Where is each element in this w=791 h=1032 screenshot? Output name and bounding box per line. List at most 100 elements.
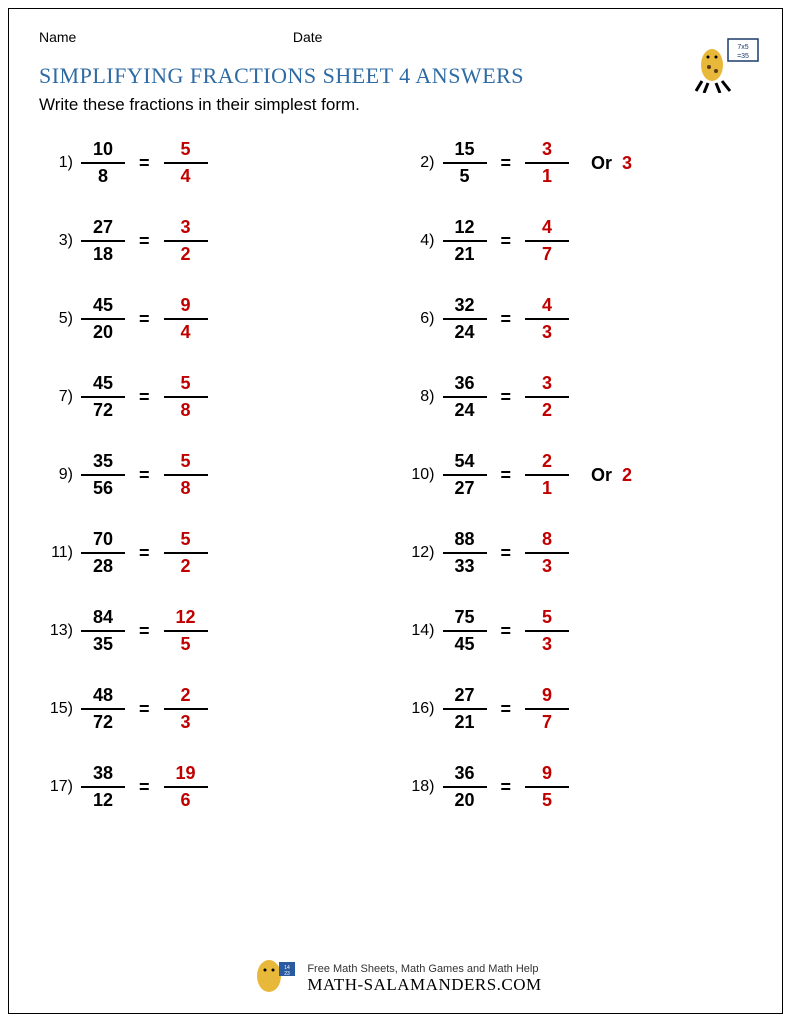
denominator: 45 [448, 632, 480, 657]
problem-row: 4)1221=47 [401, 215, 753, 267]
denominator: 24 [448, 398, 480, 423]
problem-number: 10) [401, 466, 435, 484]
salamander-logo-icon: 7x5 =35 [694, 37, 762, 93]
answer-denominator: 1 [536, 164, 558, 189]
answer-fraction: 47 [525, 215, 569, 267]
problem-number: 8) [401, 388, 435, 406]
equals-sign: = [501, 309, 512, 330]
given-fraction: 4520 [81, 293, 125, 345]
answer-numerator: 5 [536, 605, 558, 630]
svg-text:7x5: 7x5 [737, 44, 748, 51]
problem-number: 12) [401, 544, 435, 562]
problem-row: 16)2721=97 [401, 683, 753, 735]
answer-numerator: 5 [175, 527, 197, 552]
numerator: 27 [448, 683, 480, 708]
problem-number: 18) [401, 778, 435, 796]
answer-fraction: 196 [164, 761, 208, 813]
numerator: 15 [448, 137, 480, 162]
given-fraction: 3224 [443, 293, 487, 345]
equals-sign: = [501, 621, 512, 642]
svg-text:=35: =35 [737, 53, 749, 60]
numerator: 38 [87, 761, 119, 786]
problem-row: 6) 3224 = 43 [401, 293, 753, 345]
problem-number: 6) [401, 310, 435, 328]
problem-number: 16) [401, 700, 435, 718]
footer-site: MATH-SALAMANDERS.COM [307, 975, 541, 995]
problem-row: 17)3812=196 [39, 761, 391, 813]
answer-numerator: 9 [175, 293, 197, 318]
problem-number: 9) [39, 466, 73, 484]
denominator: 35 [87, 632, 119, 657]
answer-denominator: 3 [175, 710, 197, 735]
equals-sign: = [501, 387, 512, 408]
problem-row: 7)4572=58 [39, 371, 391, 423]
answer-numerator: 8 [536, 527, 558, 552]
equals-sign: = [501, 153, 512, 174]
problem-row: 8)3624=32 [401, 371, 753, 423]
whole-number-answer: 3 [622, 153, 632, 174]
answer-fraction: 97 [525, 683, 569, 735]
answer-fraction: 43 [525, 293, 569, 345]
problem-number: 7) [39, 388, 73, 406]
denominator: 21 [448, 710, 480, 735]
equals-sign: = [139, 699, 150, 720]
given-fraction: 8435 [81, 605, 125, 657]
answer-fraction: 31 [525, 137, 569, 189]
answer-denominator: 2 [175, 242, 197, 267]
given-fraction: 3624 [443, 371, 487, 423]
answer-fraction: 125 [164, 605, 208, 657]
answer-numerator: 3 [536, 371, 558, 396]
answer-denominator: 7 [536, 242, 558, 267]
instruction-text: Write these fractions in their simplest … [39, 95, 752, 115]
given-fraction: 2718 [81, 215, 125, 267]
problem-number: 13) [39, 622, 73, 640]
given-fraction: 4572 [81, 371, 125, 423]
answer-fraction: 83 [525, 527, 569, 579]
answer-numerator: 9 [536, 761, 558, 786]
numerator: 45 [87, 371, 119, 396]
denominator: 24 [448, 320, 480, 345]
whole-number-answer: 2 [622, 465, 632, 486]
given-fraction: 3556 [81, 449, 125, 501]
problem-number: 11) [39, 544, 73, 562]
denominator: 20 [87, 320, 119, 345]
answer-numerator: 5 [175, 371, 197, 396]
problem-row: 1)108=54 [39, 137, 391, 189]
meta-row: Name Date [39, 29, 752, 45]
problem-row: 15)4872=23 [39, 683, 391, 735]
answer-fraction: 58 [164, 371, 208, 423]
worksheet-page: Name Date 7x5 =35 SIMPLIFYING FRACTIONS … [8, 8, 783, 1014]
problem-number: 3) [39, 232, 73, 250]
numerator: 32 [448, 293, 480, 318]
problem-row: 10)5427=21Or2 [401, 449, 753, 501]
answer-fraction: 21 [525, 449, 569, 501]
answer-fraction: 58 [164, 449, 208, 501]
answer-fraction: 23 [164, 683, 208, 735]
answer-numerator: 3 [536, 137, 558, 162]
given-fraction: 7028 [81, 527, 125, 579]
problem-row: 14)7545=53 [401, 605, 753, 657]
answer-denominator: 1 [536, 476, 558, 501]
numerator: 27 [87, 215, 119, 240]
problem-row: 11)7028=52 [39, 527, 391, 579]
problem-number: 14) [401, 622, 435, 640]
problem-row: 13)8435=125 [39, 605, 391, 657]
denominator: 28 [87, 554, 119, 579]
problem-row: 2)155=31Or3 [401, 137, 753, 189]
problems-grid: 1)108=542)155=31Or33)2718=324)1221=475)4… [39, 137, 752, 813]
answer-numerator: 3 [175, 215, 197, 240]
numerator: 75 [448, 605, 480, 630]
footer-logo-icon: 14 23 [249, 956, 297, 1001]
answer-denominator: 8 [175, 476, 197, 501]
denominator: 12 [87, 788, 119, 813]
answer-fraction: 94 [164, 293, 208, 345]
equals-sign: = [501, 465, 512, 486]
given-fraction: 4872 [81, 683, 125, 735]
problem-number: 5) [39, 310, 73, 328]
numerator: 88 [448, 527, 480, 552]
footer: 14 23 Free Math Sheets, Math Games and M… [9, 956, 782, 1001]
answer-numerator: 9 [536, 683, 558, 708]
svg-text:23: 23 [285, 971, 291, 977]
denominator: 18 [87, 242, 119, 267]
answer-numerator: 5 [175, 137, 197, 162]
